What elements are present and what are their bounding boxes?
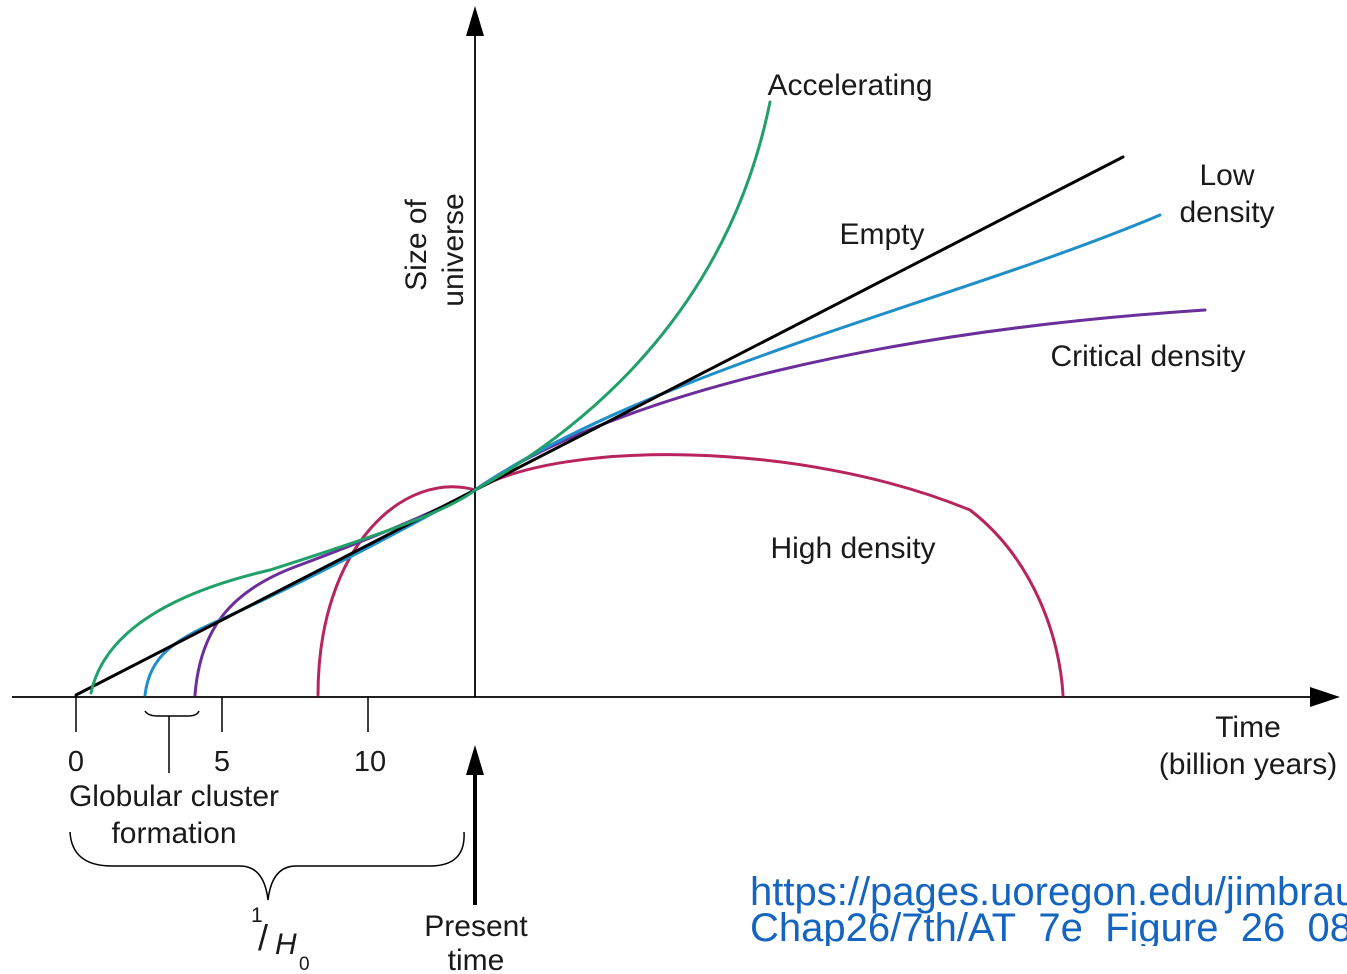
critical-density-label: Critical density [1050,340,1245,373]
source-link[interactable]: https://pages.uoregon.edu/jimbrau/astr12… [750,874,1347,946]
low-density-label-line2: density [1179,196,1274,229]
y-axis-label-line1: Size of [400,198,433,290]
y-axis-arrowhead [466,6,484,36]
hubble-H: H [275,928,297,961]
present-time-label-line1: Present [424,910,528,943]
tick-label-0: 0 [68,746,84,778]
present-time-arrowhead [466,745,484,775]
present-time-label-line2: time [448,944,505,974]
source-link-line2[interactable]: Chap26/7th/AT_7e_Figure_26_08.jpg [750,906,1347,946]
y-axis-label-line2: universe [437,193,470,306]
empty-curve [74,155,1125,697]
tick-label-5: 5 [214,746,230,778]
source-link-line1[interactable]: https://pages.uoregon.edu/jimbrau/astr12… [750,874,1347,914]
empty-label: Empty [839,218,924,251]
x-axis-arrowhead [1310,687,1340,707]
hubble-numerator: 1 [251,904,263,927]
low-density-label-line1: Low [1199,159,1254,192]
hubble-brace [69,831,465,901]
high-density-label: High density [770,532,935,565]
tick-label-10: 10 [354,746,386,778]
high-density-curve [316,453,1065,697]
accelerating-label: Accelerating [767,69,932,102]
x-axis-label-line1: Time [1215,711,1281,744]
globular-label-line1: Globular cluster [69,780,279,813]
hubble-slash: / [258,917,268,958]
accelerating-curve [89,100,772,695]
globular-label-line2: formation [111,817,236,850]
hubble-subscript: 0 [299,954,310,974]
globular-bracket [144,710,200,717]
x-axis-label-line2: (billion years) [1159,748,1337,781]
